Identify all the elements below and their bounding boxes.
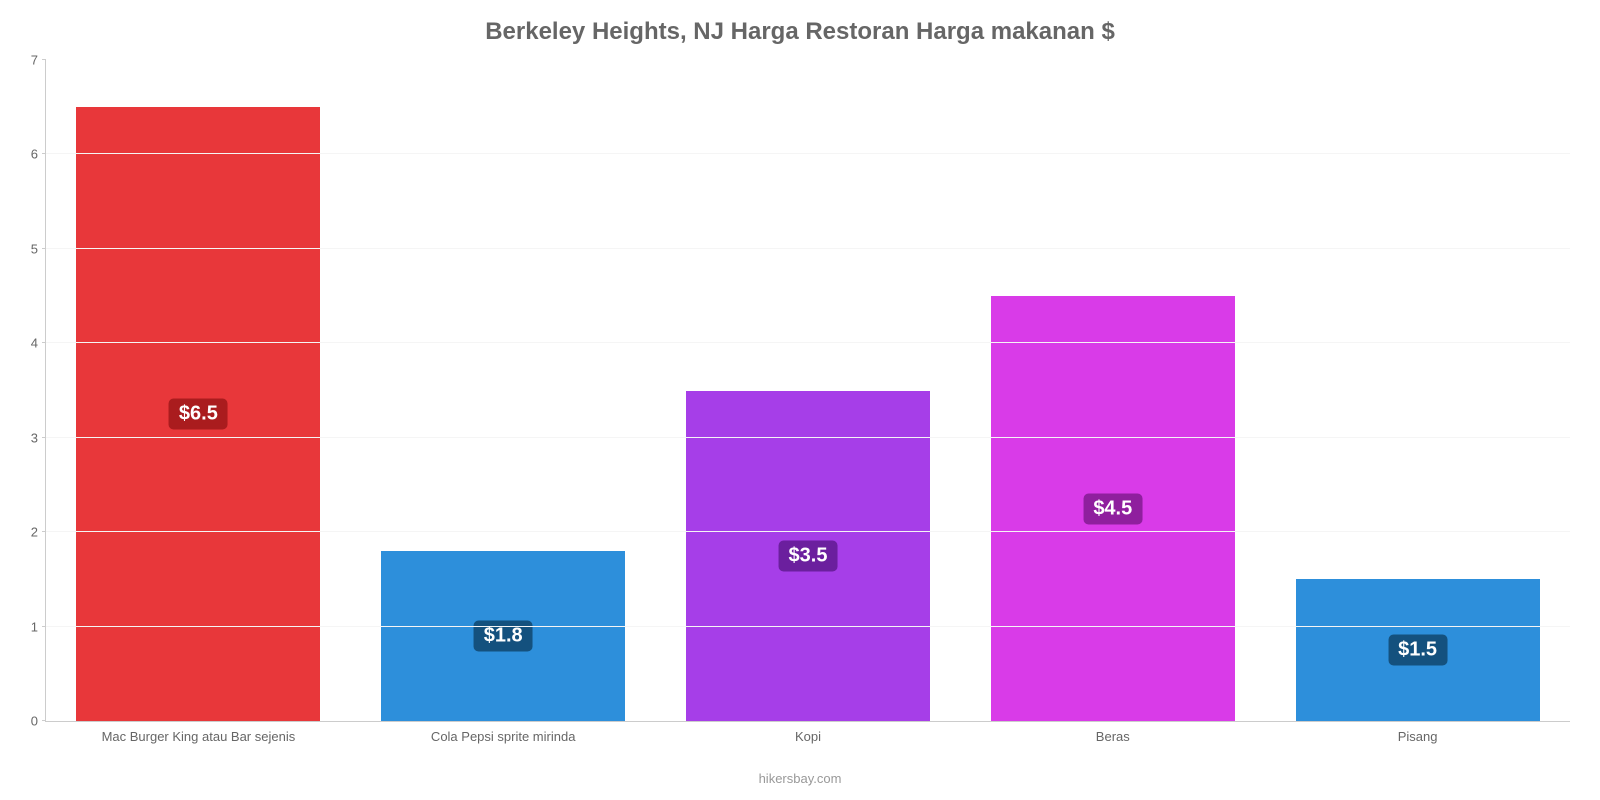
gridline bbox=[46, 342, 1570, 343]
value-badge: $4.5 bbox=[1083, 493, 1142, 524]
plot-area: $6.5Mac Burger King atau Bar sejenis$1.8… bbox=[45, 60, 1570, 722]
x-tick-label: Beras bbox=[1096, 721, 1130, 744]
gridline bbox=[46, 626, 1570, 627]
bar-slot: $6.5Mac Burger King atau Bar sejenis bbox=[46, 60, 351, 721]
price-bar-chart: Berkeley Heights, NJ Harga Restoran Harg… bbox=[0, 0, 1600, 800]
y-tick-label: 7 bbox=[31, 53, 46, 68]
y-tick-label: 0 bbox=[31, 714, 46, 729]
value-badge: $1.5 bbox=[1388, 635, 1447, 666]
bars-row: $6.5Mac Burger King atau Bar sejenis$1.8… bbox=[46, 60, 1570, 721]
value-badge: $6.5 bbox=[169, 399, 228, 430]
gridline bbox=[46, 437, 1570, 438]
bar: $6.5 bbox=[76, 107, 320, 721]
y-tick-label: 5 bbox=[31, 241, 46, 256]
value-badge: $3.5 bbox=[779, 540, 838, 571]
bar: $1.5 bbox=[1296, 579, 1540, 721]
y-tick-label: 3 bbox=[31, 430, 46, 445]
x-tick-label: Mac Burger King atau Bar sejenis bbox=[102, 721, 296, 744]
gridline bbox=[46, 531, 1570, 532]
bar-slot: $1.8Cola Pepsi sprite mirinda bbox=[351, 60, 656, 721]
bar: $3.5 bbox=[686, 391, 930, 722]
gridline bbox=[46, 153, 1570, 154]
chart-title: Berkeley Heights, NJ Harga Restoran Harg… bbox=[0, 18, 1600, 46]
bar-slot: $3.5Kopi bbox=[656, 60, 961, 721]
bar-slot: $4.5Beras bbox=[960, 60, 1265, 721]
y-tick-label: 4 bbox=[31, 336, 46, 351]
chart-footer: hikersbay.com bbox=[0, 771, 1600, 786]
x-tick-label: Pisang bbox=[1398, 721, 1438, 744]
bar-slot: $1.5Pisang bbox=[1265, 60, 1570, 721]
bar: $4.5 bbox=[991, 296, 1235, 721]
bar: $1.8 bbox=[381, 551, 625, 721]
y-tick-label: 1 bbox=[31, 619, 46, 634]
y-tick-label: 2 bbox=[31, 525, 46, 540]
x-tick-label: Cola Pepsi sprite mirinda bbox=[431, 721, 576, 744]
gridline bbox=[46, 248, 1570, 249]
y-tick-label: 6 bbox=[31, 147, 46, 162]
x-tick-label: Kopi bbox=[795, 721, 821, 744]
